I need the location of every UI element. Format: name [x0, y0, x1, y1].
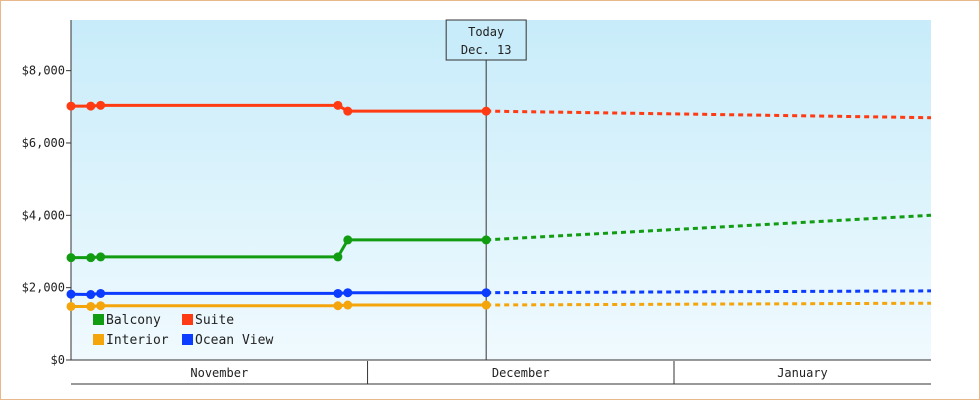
legend-label-balcony: Balcony	[106, 313, 161, 328]
y-tick-label: $8,000	[22, 64, 65, 78]
series-ocean-view	[66, 288, 932, 300]
data-point-suite	[66, 101, 76, 111]
legend-label-suite: Suite	[195, 313, 234, 328]
data-point-interior	[343, 300, 353, 310]
forecast-line-interior	[486, 301, 932, 307]
data-point-ocean-view	[333, 288, 343, 298]
data-point-interior	[481, 300, 491, 310]
month-label-january: January	[777, 366, 828, 380]
forecast-line-suite	[486, 109, 932, 120]
data-point-balcony	[333, 252, 343, 262]
y-tick-label: $4,000	[22, 208, 65, 222]
series-layer	[66, 100, 932, 311]
data-point-interior	[96, 301, 106, 311]
forecast-line-balcony	[486, 213, 932, 242]
data-point-balcony	[66, 253, 76, 263]
today-callout-box	[445, 19, 527, 61]
data-point-balcony	[86, 253, 96, 263]
data-point-interior	[66, 301, 76, 311]
y-tick-label: $6,000	[22, 136, 65, 150]
today-label: Today	[468, 25, 504, 39]
legend-swatch-balcony	[93, 314, 104, 325]
legend-swatch-interior	[93, 334, 104, 345]
series-interior	[66, 300, 932, 311]
data-point-balcony	[343, 235, 353, 245]
data-point-suite	[96, 100, 106, 110]
legend-swatch-suite	[182, 314, 193, 325]
legend-swatch-ocean-view	[182, 334, 193, 345]
data-point-suite	[86, 101, 96, 111]
y-axis-ticks: $0 $2,000 $4,000 $6,000 $8,000	[22, 64, 71, 367]
data-point-ocean-view	[343, 288, 353, 298]
plot-background	[71, 20, 931, 360]
month-label-december: December	[492, 366, 550, 380]
data-point-suite	[481, 106, 491, 116]
legend-label-interior: Interior	[106, 333, 169, 348]
forecast-line-ocean-view	[486, 289, 932, 295]
data-point-ocean-view	[86, 290, 96, 300]
series-line-interior	[71, 303, 487, 308]
y-tick-label: $0	[51, 353, 65, 367]
legend: Balcony Suite Interior Ocean View	[93, 313, 273, 348]
x-axis-month-band: November December January	[71, 361, 931, 385]
data-point-ocean-view	[481, 288, 491, 298]
series-balcony	[66, 213, 932, 263]
data-point-balcony	[481, 235, 491, 245]
data-point-ocean-view	[66, 289, 76, 299]
y-tick-label: $2,000	[22, 281, 65, 295]
today-marker: Today Dec. 13	[445, 19, 527, 360]
legend-label-ocean-view: Ocean View	[195, 333, 273, 348]
data-point-suite	[333, 100, 343, 110]
data-point-ocean-view	[96, 288, 106, 298]
data-point-interior	[333, 301, 343, 311]
data-point-balcony	[96, 252, 106, 262]
data-point-suite	[343, 106, 353, 116]
today-date: Dec. 13	[461, 43, 512, 57]
month-label-november: November	[190, 366, 248, 380]
series-suite	[66, 100, 932, 120]
data-point-interior	[86, 301, 96, 311]
